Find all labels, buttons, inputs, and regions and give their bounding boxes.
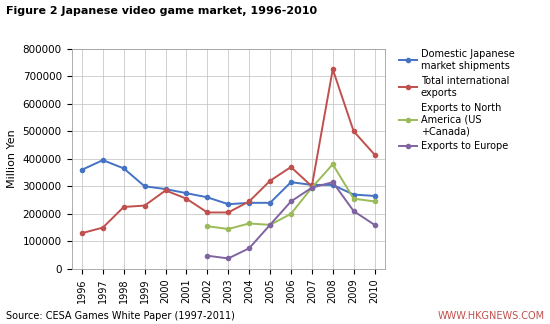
Total international
exports <box>183 197 190 201</box>
Exports to North
America (US
+Canada) <box>329 162 336 166</box>
Total international
exports <box>309 184 315 188</box>
Total international
exports <box>162 189 169 192</box>
Exports to Europe <box>350 209 357 213</box>
Total international
exports <box>288 165 294 169</box>
Domestic Japanese
market shipments <box>162 187 169 191</box>
Total international
exports <box>267 179 273 183</box>
Exports to North
America (US
+Canada) <box>288 212 294 216</box>
Line: Domestic Japanese
market shipments: Domestic Japanese market shipments <box>80 158 377 206</box>
Exports to North
America (US
+Canada) <box>309 186 315 190</box>
Line: Total international
exports: Total international exports <box>80 67 377 235</box>
Exports to Europe <box>267 223 273 227</box>
Domestic Japanese
market shipments <box>309 183 315 187</box>
Domestic Japanese
market shipments <box>267 201 273 205</box>
Exports to Europe <box>309 186 315 190</box>
Total international
exports <box>371 153 378 156</box>
Total international
exports <box>350 129 357 133</box>
Line: Exports to Europe: Exports to Europe <box>205 180 377 260</box>
Domestic Japanese
market shipments <box>100 158 106 162</box>
Text: WWW.HKGNEWS.COM: WWW.HKGNEWS.COM <box>437 311 544 321</box>
Total international
exports <box>100 226 106 229</box>
Text: Source: CESA Games White Paper (1997-2011): Source: CESA Games White Paper (1997-201… <box>6 311 234 321</box>
Domestic Japanese
market shipments <box>329 183 336 187</box>
Domestic Japanese
market shipments <box>371 194 378 198</box>
Exports to Europe <box>371 223 378 227</box>
Domestic Japanese
market shipments <box>120 167 127 170</box>
Domestic Japanese
market shipments <box>225 202 232 206</box>
Legend: Domestic Japanese
market shipments, Total international
exports, Exports to Nort: Domestic Japanese market shipments, Tota… <box>399 49 514 152</box>
Domestic Japanese
market shipments <box>288 180 294 184</box>
Exports to North
America (US
+Canada) <box>371 200 378 203</box>
Domestic Japanese
market shipments <box>183 191 190 195</box>
Total international
exports <box>204 211 211 214</box>
Domestic Japanese
market shipments <box>246 201 252 205</box>
Total international
exports <box>79 231 85 235</box>
Exports to Europe <box>204 254 211 258</box>
Exports to North
America (US
+Canada) <box>350 197 357 201</box>
Domestic Japanese
market shipments <box>141 184 148 188</box>
Text: Figure 2 Japanese video game market, 1996-2010: Figure 2 Japanese video game market, 199… <box>6 6 317 17</box>
Total international
exports <box>120 205 127 209</box>
Domestic Japanese
market shipments <box>79 168 85 172</box>
Exports to North
America (US
+Canada) <box>225 227 232 231</box>
Exports to North
America (US
+Canada) <box>246 222 252 226</box>
Exports to North
America (US
+Canada) <box>267 223 273 227</box>
Total international
exports <box>246 200 252 203</box>
Exports to Europe <box>246 246 252 250</box>
Line: Exports to North
America (US
+Canada): Exports to North America (US +Canada) <box>205 162 377 231</box>
Y-axis label: Million Yen: Million Yen <box>7 129 17 188</box>
Total international
exports <box>225 211 232 214</box>
Domestic Japanese
market shipments <box>204 195 211 199</box>
Exports to Europe <box>329 180 336 184</box>
Exports to Europe <box>225 257 232 260</box>
Exports to Europe <box>288 200 294 203</box>
Exports to North
America (US
+Canada) <box>204 224 211 228</box>
Total international
exports <box>141 204 148 208</box>
Total international
exports <box>329 67 336 71</box>
Domestic Japanese
market shipments <box>350 192 357 196</box>
